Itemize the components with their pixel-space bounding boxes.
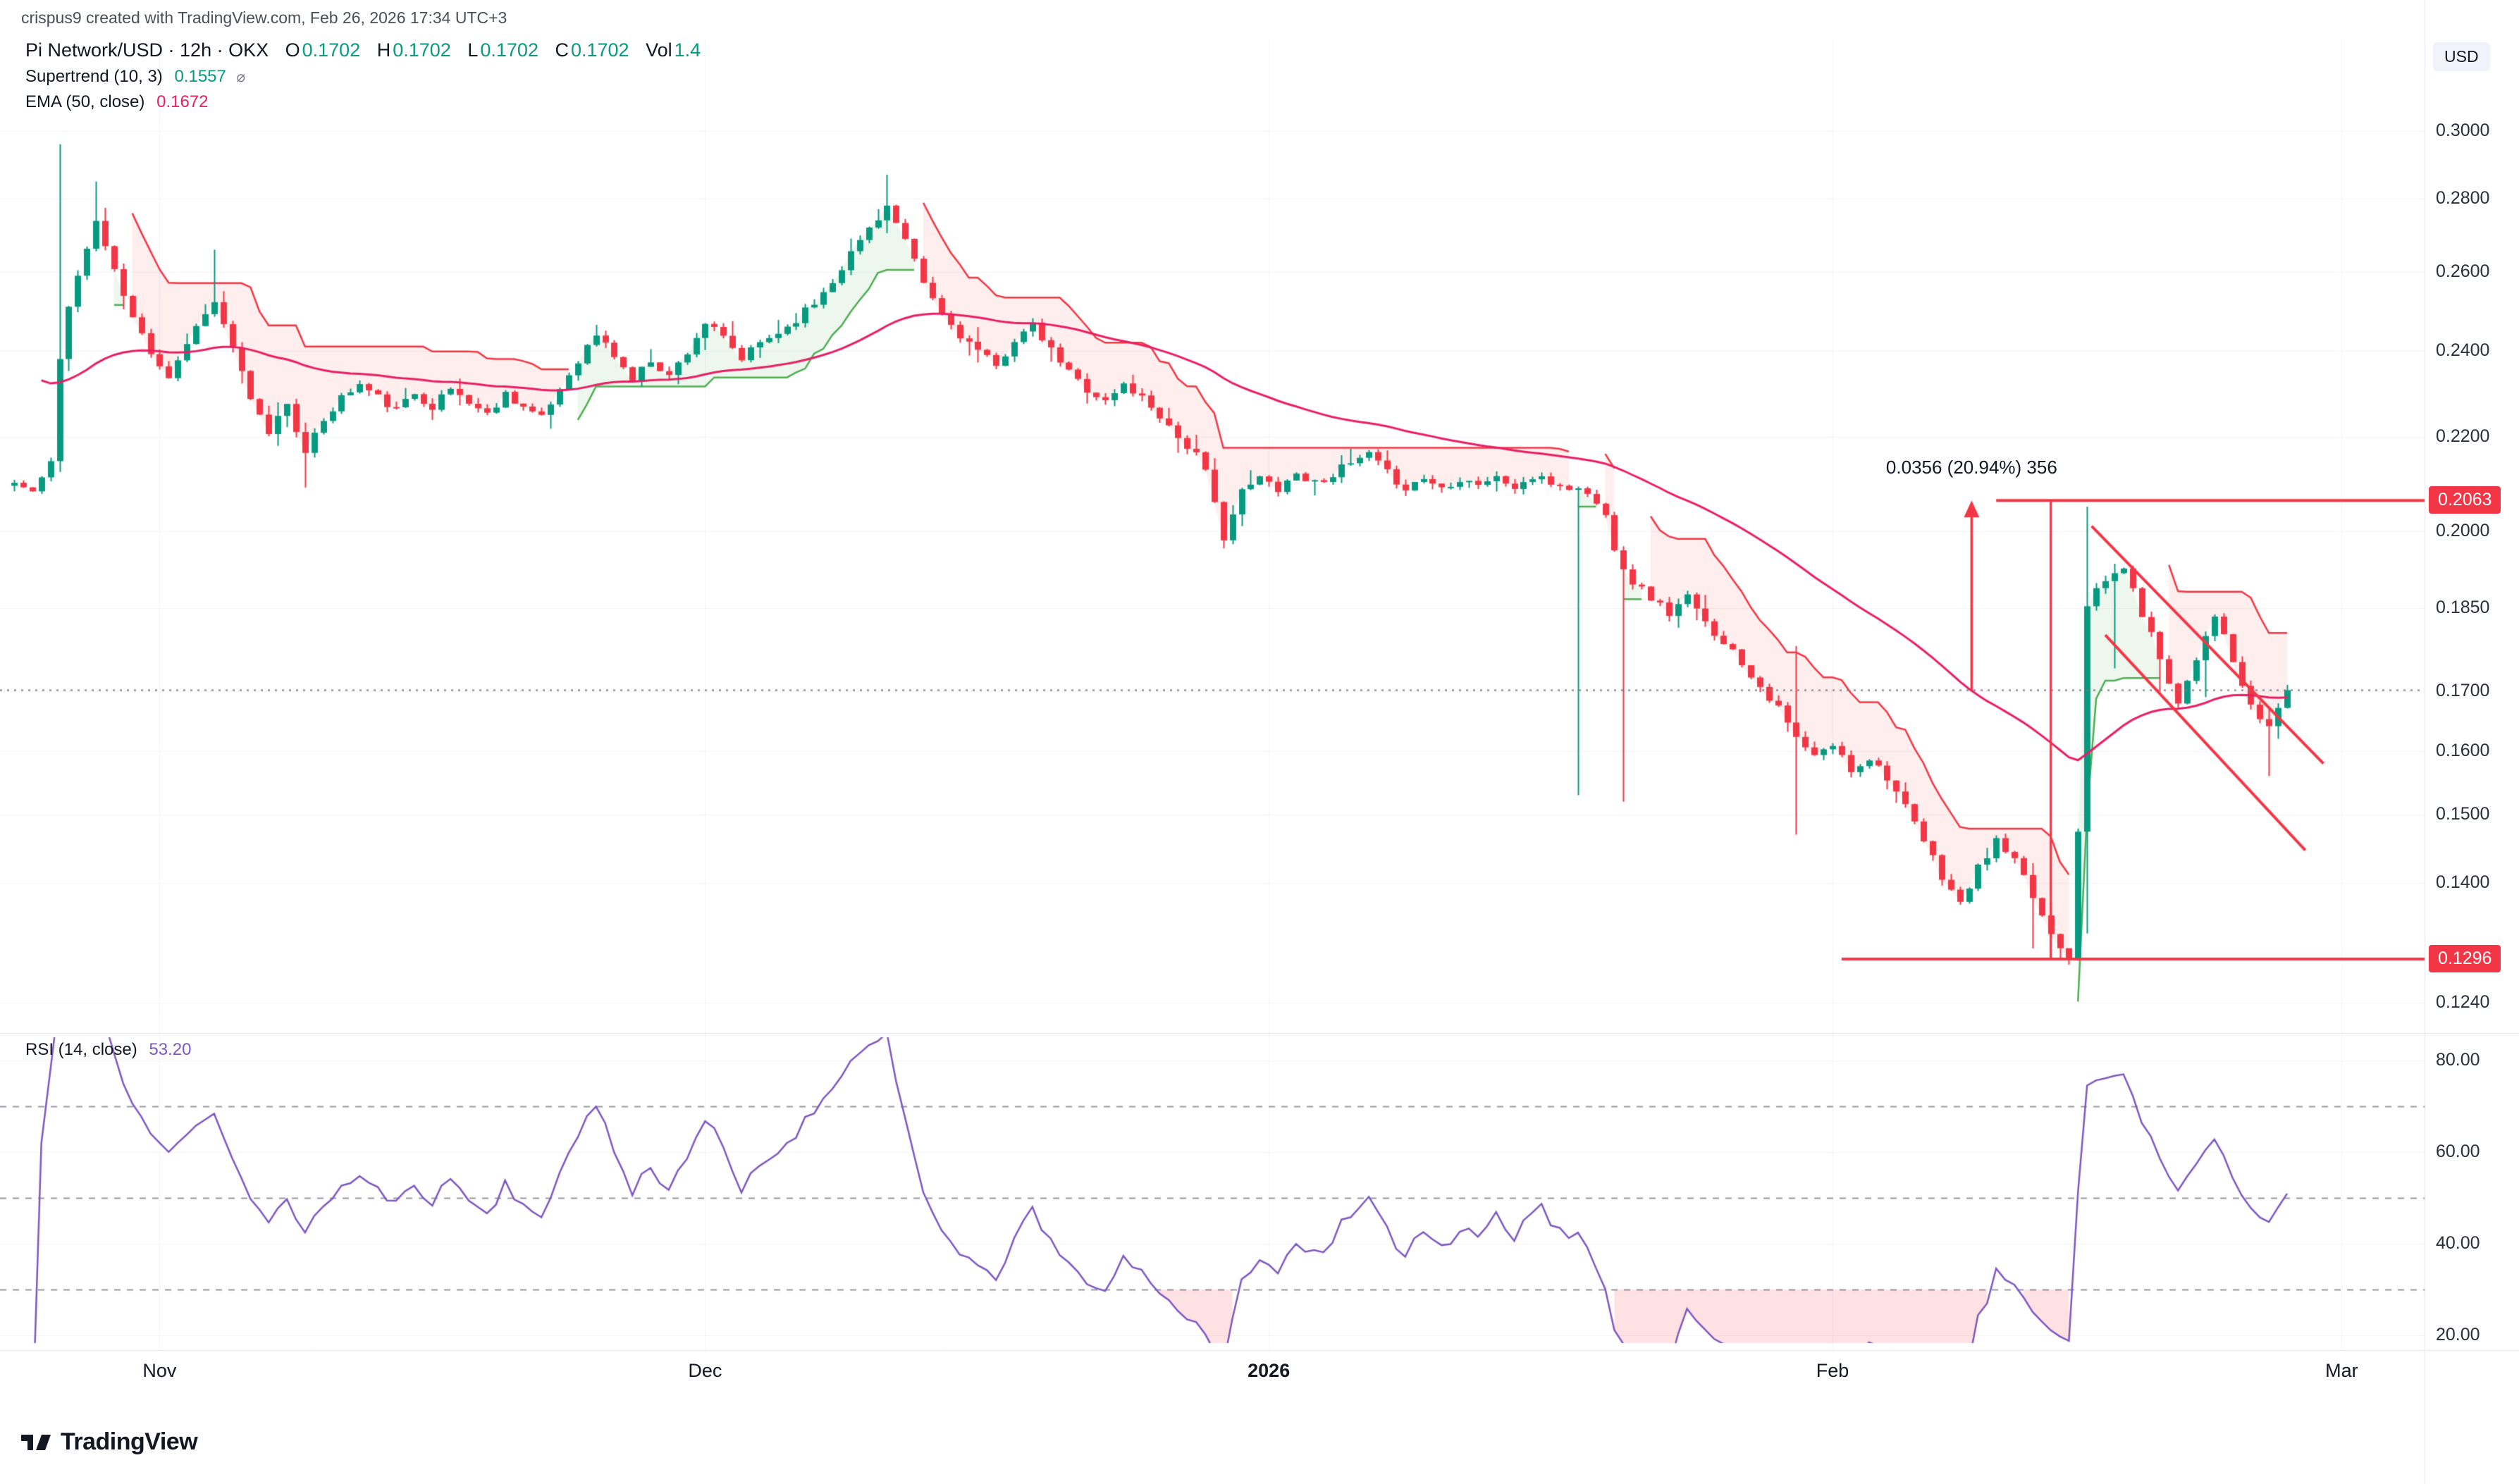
volume-value: 1.4 bbox=[674, 39, 701, 61]
rsi-label: RSI (14, close) bbox=[25, 1040, 137, 1059]
supertrend-value: 0.1557 bbox=[174, 67, 226, 86]
price-level-badge[interactable]: 0.1296 bbox=[2429, 944, 2501, 972]
rsi-axis-label: 20.00 bbox=[2436, 1325, 2480, 1344]
price-level-badge[interactable]: 0.2063 bbox=[2429, 486, 2501, 514]
rsi-axis-label: 60.00 bbox=[2436, 1142, 2480, 1161]
currency-toggle[interactable]: USD bbox=[2433, 42, 2490, 71]
price-axis-label: 0.1850 bbox=[2436, 597, 2490, 617]
price-axis-label: 0.1400 bbox=[2436, 872, 2490, 892]
chart-legend: Pi Network/USD · 12h · OKX O 0.1702 H 0.17… bbox=[25, 41, 701, 119]
ohlc-high-label: H bbox=[376, 39, 391, 61]
ohlc-high-value: 0.1702 bbox=[393, 39, 451, 61]
price-axis-label: 0.1600 bbox=[2436, 740, 2490, 760]
price-axis[interactable]: 0.3000 0.2800 0.2600 0.2400 0.2200 0.2000 0.18… bbox=[2425, 0, 2519, 1484]
symbol-legend-row[interactable]: Pi Network/USD · 12h · OKX O 0.1702 H 0.17… bbox=[25, 41, 701, 60]
ema-legend-row[interactable]: EMA (50, close) 0.1672 bbox=[25, 94, 701, 111]
price-axis-label: 0.3000 bbox=[2436, 120, 2490, 140]
ohlc-close-label: C bbox=[555, 39, 569, 61]
price-axis-label: 0.2000 bbox=[2436, 520, 2490, 540]
time-axis-label: 2026 bbox=[1248, 1360, 1291, 1381]
volume-label: Vol bbox=[646, 39, 672, 61]
price-axis-label: 0.2600 bbox=[2436, 261, 2490, 282]
ohlc-low-value: 0.1702 bbox=[480, 39, 538, 61]
rsi-axis-label: 80.00 bbox=[2436, 1050, 2480, 1070]
ohlc-close-value: 0.1702 bbox=[570, 39, 629, 61]
rsi-value: 53.20 bbox=[149, 1040, 192, 1059]
price-axis-label: 0.1240 bbox=[2436, 991, 2490, 1012]
time-axis-label: Feb bbox=[1816, 1360, 1849, 1381]
supertrend-source-icon: ⌀ bbox=[236, 69, 246, 85]
ema-label: EMA (50, close) bbox=[25, 92, 145, 111]
price-axis-label: 0.1700 bbox=[2436, 681, 2490, 701]
ohlc-open-label: O bbox=[285, 39, 300, 61]
symbol-title: Pi Network/USD · 12h · OKX bbox=[25, 39, 269, 61]
ema-value: 0.1672 bbox=[156, 92, 209, 111]
price-axis-label: 0.2800 bbox=[2436, 188, 2490, 209]
rsi-legend-row[interactable]: RSI (14, close) 53.20 bbox=[25, 1040, 191, 1060]
supertrend-label: Supertrend (10, 3) bbox=[25, 67, 163, 86]
tradingview-logo-icon bbox=[21, 1435, 51, 1450]
ohlc-open-value: 0.1702 bbox=[302, 39, 361, 61]
time-axis-label: Mar bbox=[2325, 1360, 2358, 1381]
price-axis-label: 0.2400 bbox=[2436, 340, 2490, 361]
attribution-text: crispus9 created with TradingView.com, F… bbox=[21, 8, 507, 27]
tradingview-logo[interactable]: TradingView bbox=[20, 1428, 198, 1456]
time-axis-label: Dec bbox=[688, 1360, 722, 1381]
price-axis-label: 0.1500 bbox=[2436, 804, 2490, 824]
tradingview-logo-text: TradingView bbox=[61, 1428, 198, 1455]
price-axis-label: 0.2200 bbox=[2436, 426, 2490, 447]
rsi-axis-label: 40.00 bbox=[2436, 1233, 2480, 1253]
time-axis-label: Nov bbox=[142, 1360, 177, 1381]
ohlc-low-label: L bbox=[467, 39, 479, 61]
time-axis[interactable]: Nov Dec 2026 Feb Mar bbox=[0, 1356, 2519, 1391]
measure-annotation: 0.0356 (20.94%) 356 bbox=[1885, 457, 2057, 478]
supertrend-legend-row[interactable]: Supertrend (10, 3) 0.1557 ⌀ bbox=[25, 68, 701, 85]
